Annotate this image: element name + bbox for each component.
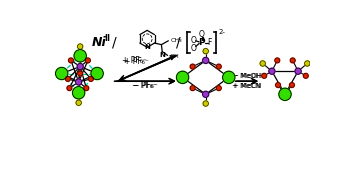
Text: /: /	[176, 36, 181, 50]
Text: O: O	[199, 30, 205, 39]
Circle shape	[295, 68, 301, 74]
Circle shape	[66, 76, 70, 81]
Circle shape	[86, 58, 90, 63]
Circle shape	[216, 64, 221, 69]
Circle shape	[203, 91, 209, 97]
FancyArrowPatch shape	[235, 79, 256, 83]
Text: OH: OH	[169, 54, 179, 59]
Circle shape	[89, 76, 93, 81]
Circle shape	[203, 48, 208, 54]
Text: + PF₆⁻: + PF₆⁻	[124, 57, 149, 67]
Circle shape	[72, 87, 85, 99]
Circle shape	[56, 67, 68, 80]
Circle shape	[78, 71, 83, 76]
Circle shape	[67, 86, 72, 91]
Text: II: II	[104, 34, 110, 43]
Circle shape	[275, 58, 280, 63]
Circle shape	[279, 88, 291, 100]
Circle shape	[190, 86, 195, 91]
Circle shape	[223, 71, 235, 84]
Circle shape	[91, 67, 103, 80]
Circle shape	[289, 83, 294, 88]
Circle shape	[203, 57, 209, 64]
Circle shape	[74, 50, 86, 62]
Text: − PF₆⁻: − PF₆⁻	[132, 81, 157, 90]
Circle shape	[76, 100, 81, 105]
Text: O: O	[190, 36, 196, 45]
Text: F: F	[207, 38, 212, 47]
Circle shape	[290, 58, 295, 63]
Text: Ni: Ni	[92, 36, 107, 49]
Text: O: O	[190, 44, 196, 53]
Circle shape	[78, 44, 83, 49]
FancyArrowPatch shape	[120, 55, 176, 80]
Circle shape	[68, 58, 73, 63]
Text: − PF₆⁻: − PF₆⁻	[133, 81, 158, 90]
Text: /: /	[112, 36, 116, 50]
Circle shape	[262, 73, 267, 78]
Text: − MeOH: − MeOH	[233, 73, 262, 79]
FancyArrowPatch shape	[115, 79, 174, 83]
Circle shape	[203, 101, 208, 106]
Circle shape	[305, 61, 310, 66]
Circle shape	[269, 68, 275, 74]
Circle shape	[77, 64, 83, 70]
Circle shape	[216, 86, 221, 91]
Text: N: N	[144, 44, 150, 50]
Circle shape	[84, 86, 89, 91]
Circle shape	[176, 71, 189, 84]
Text: − MeOH: − MeOH	[232, 73, 261, 79]
Circle shape	[303, 73, 308, 78]
Circle shape	[190, 64, 195, 69]
Circle shape	[276, 83, 280, 88]
Text: CH₃: CH₃	[171, 37, 182, 43]
FancyArrowPatch shape	[118, 56, 175, 81]
Text: + MeCN: + MeCN	[232, 83, 261, 89]
Circle shape	[76, 79, 82, 85]
Circle shape	[260, 61, 265, 66]
Text: 2-: 2-	[219, 29, 226, 35]
Text: P: P	[198, 38, 205, 47]
Text: N: N	[159, 52, 165, 58]
Text: + MeCN: + MeCN	[233, 83, 262, 89]
Text: + PF₆⁻: + PF₆⁻	[122, 56, 147, 65]
